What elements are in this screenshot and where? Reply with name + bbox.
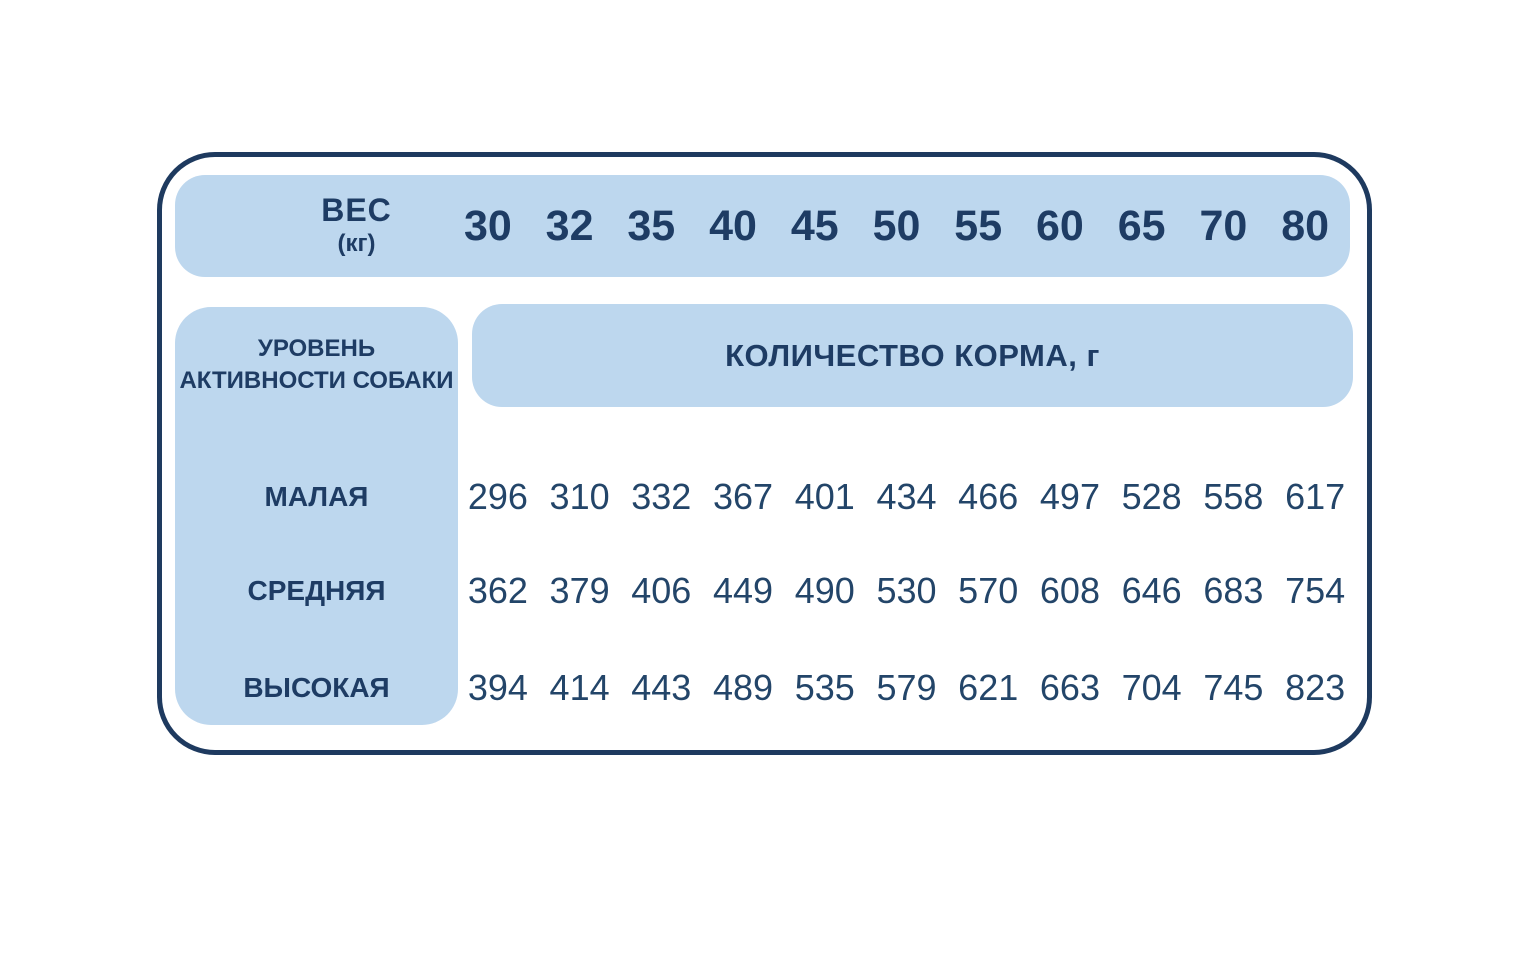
food-amount-title: КОЛИЧЕСТВО КОРМА, г [725, 337, 1100, 373]
feeding-table-card: ВЕС (кг) 30 32 35 40 45 50 55 60 65 70 80 УРОВЕНЬ … [157, 152, 1372, 755]
table-cell: 449 [713, 570, 774, 611]
row-label-1: СРЕДНЯЯ [247, 575, 386, 606]
activity-level-header: УРОВЕНЬ АКТИВНОСТИ СОБАКИ [175, 307, 458, 398]
table-cell: 754 [1285, 570, 1346, 611]
weight-unit: (кг) [337, 230, 376, 258]
table-cell: 406 [631, 570, 692, 611]
weight-col-60: 60 [1036, 201, 1084, 250]
weight-col-35: 35 [627, 201, 676, 250]
table-cell: 379 [549, 570, 610, 611]
row-label-2: ВЫСОКАЯ [243, 672, 390, 703]
table-cell: 570 [958, 570, 1019, 611]
weight-title: ВЕС [321, 191, 392, 228]
table-cell: 530 [876, 570, 937, 611]
table-row-2: 394 414 443 489 535 579 621 663 704 745 823 [457, 663, 1356, 713]
table-cell: 663 [1039, 667, 1100, 708]
table-cell: 466 [958, 476, 1019, 517]
table-cell: 489 [713, 667, 774, 708]
table-cell: 414 [549, 667, 610, 708]
table-cell: 497 [1039, 476, 1100, 517]
weight-header-bar: ВЕС (кг) 30 32 35 40 45 50 55 60 65 70 80 [175, 175, 1350, 277]
weight-col-50: 50 [872, 201, 921, 250]
table-cell: 535 [794, 667, 855, 708]
row-label-0: МАЛАЯ [264, 481, 369, 512]
activity-header-line2: АКТИВНОСТИ СОБАКИ [179, 367, 454, 395]
weight-col-30: 30 [463, 201, 512, 250]
table-cell: 394 [467, 667, 528, 708]
table-cell: 823 [1285, 667, 1346, 708]
table-cell: 528 [1121, 476, 1182, 517]
table-cell: 362 [467, 570, 528, 611]
weight-col-45: 45 [790, 201, 839, 250]
activity-level-header-block: УРОВЕНЬ АКТИВНОСТИ СОБАКИ [175, 307, 458, 725]
weight-col-40: 40 [709, 201, 757, 250]
table-cell: 443 [631, 667, 692, 708]
table-cell: 558 [1203, 476, 1264, 517]
table-cell: 367 [713, 476, 774, 517]
weight-col-65: 65 [1117, 201, 1166, 250]
table-cell: 401 [794, 476, 855, 517]
weight-col-55: 55 [954, 201, 1003, 250]
table-cell: 296 [467, 476, 528, 517]
table-cell: 683 [1203, 570, 1264, 611]
weight-col-70: 70 [1199, 201, 1248, 250]
table-row-1: 362 379 406 449 490 530 570 608 646 683 754 [457, 566, 1356, 616]
activity-header-line1: УРОВЕНЬ [257, 335, 376, 362]
weight-col-80: 80 [1281, 201, 1330, 250]
table-cell: 310 [549, 476, 610, 517]
table-cell: 646 [1121, 570, 1182, 611]
weight-col-32: 32 [545, 201, 594, 250]
table-row-0: 296 310 332 367 401 434 466 497 528 558 617 [457, 472, 1356, 522]
table-cell: 617 [1285, 476, 1346, 517]
table-cell: 332 [631, 476, 692, 517]
table-cell: 434 [876, 476, 937, 517]
table-cell: 608 [1039, 570, 1100, 611]
table-cell: 490 [794, 570, 855, 611]
food-amount-header: КОЛИЧЕСТВО КОРМА, г [472, 304, 1353, 407]
table-cell: 621 [958, 667, 1019, 708]
table-cell: 745 [1203, 667, 1264, 708]
table-cell: 704 [1121, 667, 1182, 708]
weight-header-label: ВЕС (кг) [215, 175, 498, 277]
table-cell: 579 [876, 667, 937, 708]
weight-columns: 30 32 35 40 45 50 55 60 65 70 80 [447, 175, 1346, 277]
